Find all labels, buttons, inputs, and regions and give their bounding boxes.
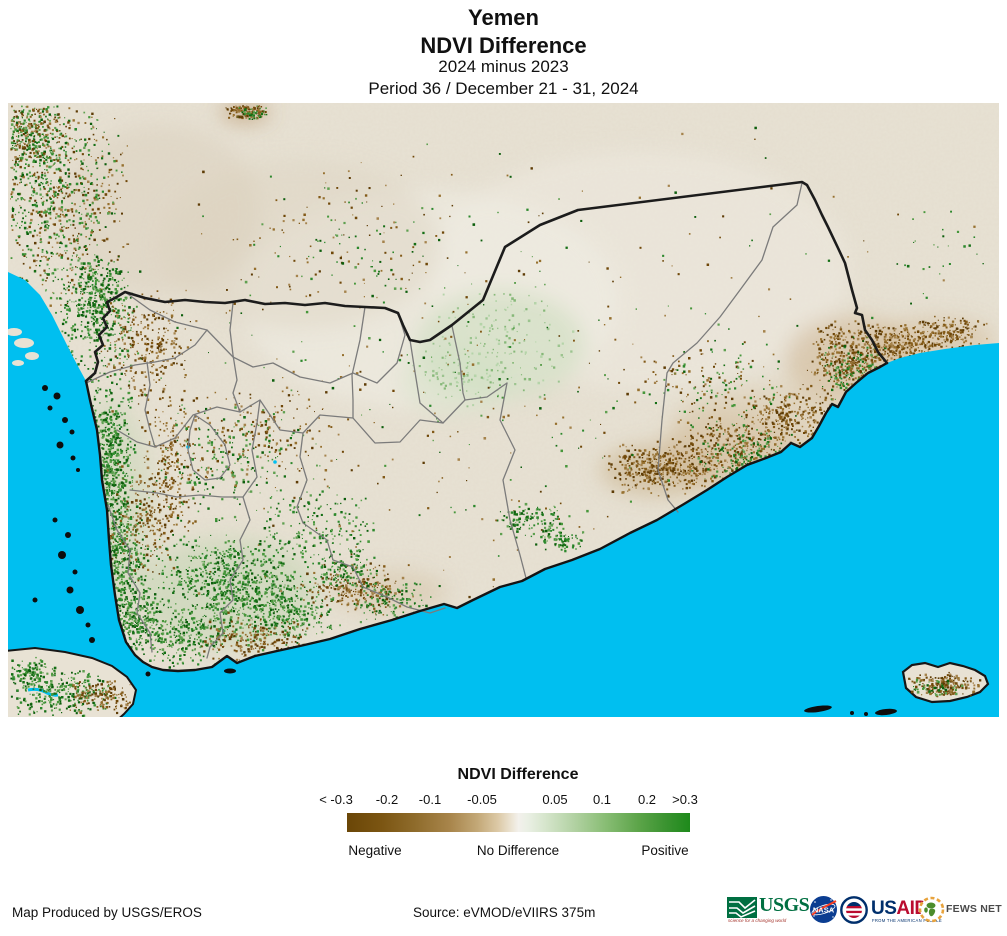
fewsnet-globe-icon — [918, 896, 945, 923]
fewsnet-logo — [918, 896, 945, 928]
nasa-logo: NASA — [809, 895, 838, 929]
land-washes — [60, 103, 995, 647]
legend-tick: 0.1 — [592, 792, 612, 807]
legend-tick: -0.1 — [418, 792, 442, 807]
usaid-wordmark-aid: AID — [896, 898, 928, 919]
yemen-border — [84, 180, 889, 383]
nasa-wordmark: NASA — [813, 906, 835, 915]
legend-tick: -0.05 — [467, 792, 497, 807]
period-label: Period 36 / December 21 - 31, 2024 — [368, 79, 639, 98]
usaid-wordmark-us: US — [871, 898, 897, 919]
logo-row: USGS science for a changing world NASA — [723, 894, 1007, 932]
legend-tick: 0.2 — [637, 792, 657, 807]
ndvi-speckles — [10, 105, 992, 673]
usgs-wordmark: USGS — [759, 894, 810, 916]
source-text: Source: eVMOD/eVIIRS 375m — [413, 905, 596, 920]
island-speckles — [10, 656, 982, 717]
legend-title: NDVI Difference — [457, 766, 579, 783]
usgs-tagline: science for a changing world — [728, 918, 787, 923]
yemen-ndvi-map — [8, 103, 999, 717]
legend-tick: 0.05 — [542, 792, 568, 807]
sea — [8, 272, 999, 717]
usaid-tagline: FROM THE AMERICAN PEOPLE — [872, 918, 942, 923]
legend-tick: >0.3 — [672, 792, 698, 807]
usgs-flag-icon — [727, 897, 757, 918]
legend-label-negative: Negative — [348, 843, 402, 858]
comparison-label: 2024 minus 2023 — [438, 57, 569, 76]
usaid-logo — [840, 896, 868, 929]
usaid-seal-icon — [840, 896, 868, 924]
legend-label-no-difference: No Difference — [476, 843, 560, 858]
map-subtitle: NDVI Difference — [420, 33, 587, 58]
fewsnet-wordmark: FEWS NET — [946, 903, 1002, 915]
admin-boundaries — [85, 182, 803, 659]
usaid-wordmark: USAID — [871, 898, 928, 920]
farasan-islands — [8, 328, 39, 366]
nasa-meatball-icon: NASA — [810, 896, 837, 923]
legend-colorbar — [347, 813, 690, 832]
yemen-coastline — [84, 361, 889, 673]
legend-label-positive: Positive — [641, 843, 689, 858]
usgs-logo: USGS science for a changing world — [727, 894, 810, 924]
map-title: Yemen — [468, 5, 539, 30]
produced-by-text: Map Produced by USGS/EROS — [12, 905, 202, 920]
legend-tick: -0.2 — [375, 792, 399, 807]
small-islands — [32, 385, 897, 716]
legend-tick: < -0.3 — [319, 792, 353, 807]
